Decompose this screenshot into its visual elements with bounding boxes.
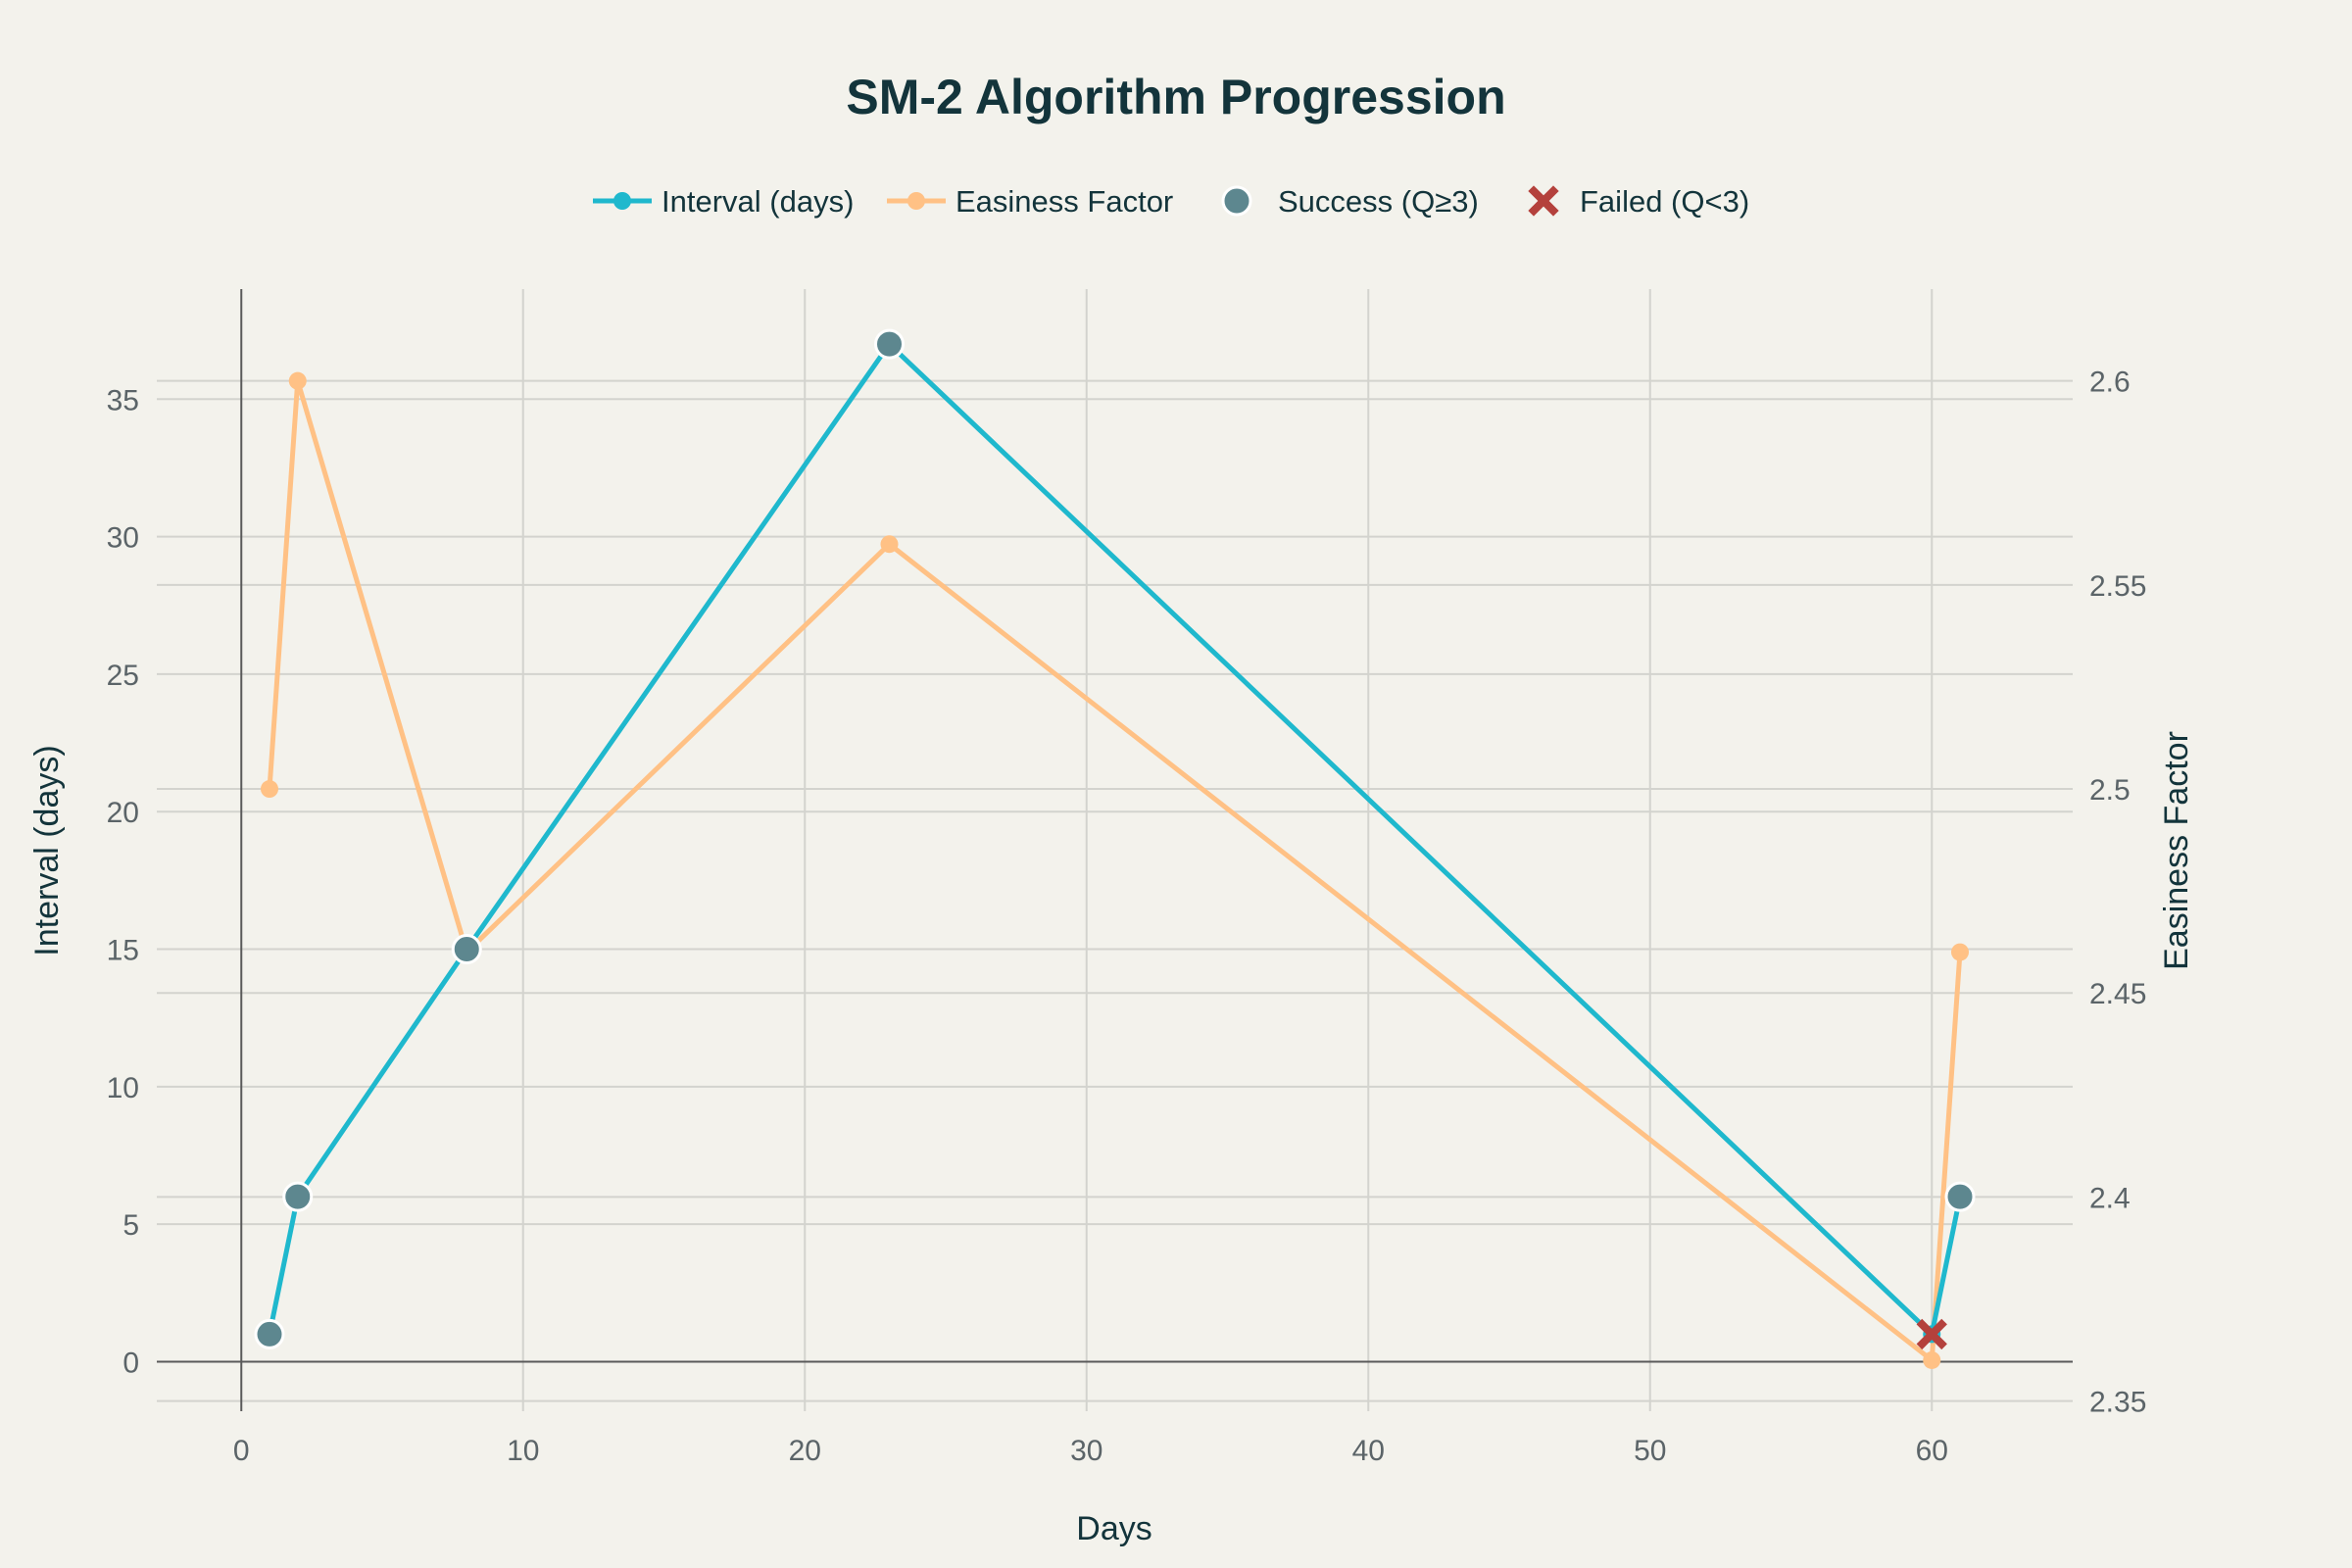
y-tick-label: 20 <box>107 797 139 829</box>
success-point <box>451 934 482 965</box>
y-axis-title: Interval (days) <box>28 745 66 956</box>
success-point <box>254 1318 285 1349</box>
easiness-point <box>880 535 899 554</box>
series-markers <box>254 328 1976 1369</box>
x-tick-label: 10 <box>507 1435 539 1467</box>
chart-title: SM-2 Algorithm Progression <box>846 70 1505 124</box>
legend-swatch-marker <box>613 192 631 210</box>
success-point <box>1944 1181 1976 1212</box>
x-tick-label: 50 <box>1634 1435 1666 1467</box>
x-tick-label: 20 <box>789 1435 821 1467</box>
legend-label: Success (Q≥3) <box>1278 184 1479 219</box>
success-point <box>874 328 905 360</box>
y2-grid <box>157 379 2073 1402</box>
x-grid <box>521 289 1934 1411</box>
y-tick-label: 25 <box>107 660 139 692</box>
y2-tick-label: 2.45 <box>2089 978 2146 1010</box>
x-tick-label: 40 <box>1352 1435 1385 1467</box>
y-tick-label: 15 <box>107 935 139 967</box>
legend-item-interval: Interval (days) <box>593 184 854 219</box>
y-tick-label: 10 <box>107 1072 139 1104</box>
y-tick-label: 5 <box>122 1209 139 1242</box>
easiness-point <box>261 780 278 799</box>
legend-label: Interval (days) <box>662 184 854 219</box>
legend: Interval (days) Easiness Factor Success (Q… <box>593 184 1749 219</box>
x-tick-label: 60 <box>1916 1435 1948 1467</box>
legend-label: Failed (Q<3) <box>1580 184 1749 219</box>
success-point <box>282 1181 314 1212</box>
easiness-point <box>1923 1350 1941 1369</box>
legend-item-success: Success (Q≥3) <box>1221 184 1479 219</box>
easiness-line <box>267 378 1963 1363</box>
y2-tick-label: 2.35 <box>2089 1387 2146 1419</box>
legend-swatch-marker <box>907 192 925 210</box>
x-axis-title: Days <box>1076 1510 1152 1547</box>
failed-mark-stroke <box>1528 185 1559 217</box>
y-tick-label: 30 <box>107 522 139 555</box>
failed-mark-stroke <box>1916 1318 1947 1350</box>
legend-label: Easiness Factor <box>956 184 1173 219</box>
x-tick-label: 0 <box>233 1435 250 1467</box>
legend-item-failed: Failed (Q<3) <box>1528 184 1749 219</box>
easiness-point <box>288 371 307 390</box>
x-tick-label: 30 <box>1070 1435 1102 1467</box>
y2-axis-title: Easiness Factor <box>2158 731 2195 970</box>
series-lines <box>267 341 1963 1363</box>
y2-tick-label: 2.55 <box>2089 570 2146 603</box>
y2-tick-label: 2.6 <box>2089 367 2131 399</box>
legend-swatch-marker <box>1221 185 1252 217</box>
y2-tick-label: 2.5 <box>2089 774 2131 807</box>
tick-labels: 0 10 20 30 40 50 60 0 5 10 15 20 25 30 35 2.35 2.4 2.45 2.… <box>107 367 2147 1467</box>
interval-line <box>267 341 1963 1337</box>
failed-point <box>1916 1318 1947 1350</box>
legend-item-easiness: Easiness Factor <box>887 184 1173 219</box>
y-tick-label: 35 <box>107 384 139 416</box>
y-grid <box>157 398 2073 1226</box>
y-tick-label: 0 <box>122 1347 139 1379</box>
legend-swatch-marker <box>1528 185 1559 217</box>
axes <box>157 289 2073 1411</box>
easiness-point <box>1951 943 1969 961</box>
y2-tick-label: 2.4 <box>2089 1182 2131 1214</box>
